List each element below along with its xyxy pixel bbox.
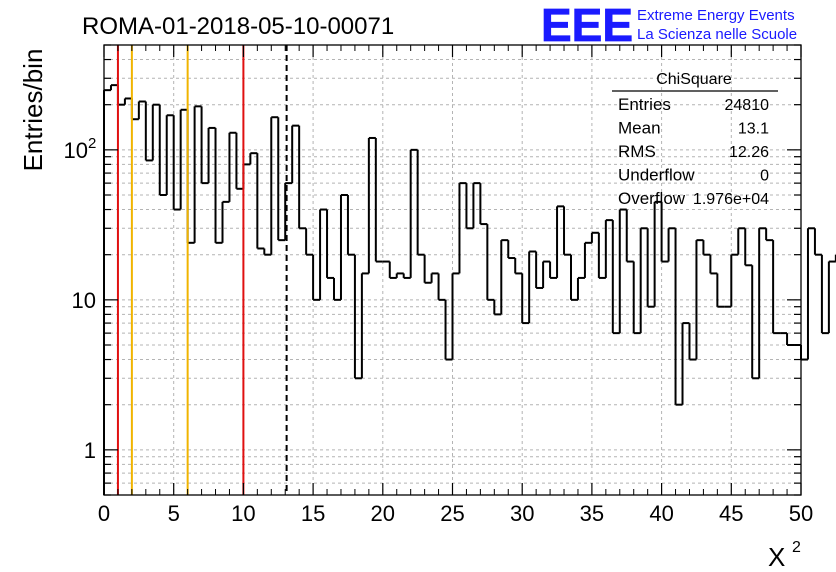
stats-label: Entries [618,95,671,114]
stats-label: Mean [618,119,661,138]
x-tick-label: 45 [719,501,743,526]
x-axis-label-superscript: 2 [792,539,801,556]
x-tick-label: 50 [789,501,813,526]
stats-label: Overflow [618,189,686,208]
y-tick-label: 10 [72,288,96,313]
x-tick-label: 30 [510,501,534,526]
x-tick-label: 40 [649,501,673,526]
stats-title: ChiSquare [656,71,732,88]
marker-lines-layer [116,45,288,495]
stats-value: 0 [760,168,769,185]
x-tick-label: 5 [168,501,180,526]
histogram-layer [103,84,836,495]
x-axis-label-text: X [768,542,785,572]
x-tick-label: 25 [440,501,464,526]
logo-line-1: Extreme Energy Events [637,7,795,24]
stats-label: Underflow [618,166,695,185]
stats-value: 24810 [725,97,770,114]
stats-rows: Entries 24810 Mean 13.1 RMS 12.26 Underflow 0 Ov… [618,95,769,208]
x-tick-label: 10 [231,501,255,526]
x-axis-label: X 2 [768,539,801,572]
x-tick-label: 20 [371,501,395,526]
x-tick-label: 0 [98,501,110,526]
x-tick-label: 15 [301,501,325,526]
x-tick-label: 35 [580,501,604,526]
y-tick-label: 1 [84,438,96,463]
stats-box: ChiSquare Entries 24810 Mean 13.1 RMS 12.26 Un… [612,71,778,208]
y-tick-label-exponent: 2 [88,135,96,152]
stats-label: RMS [618,142,656,161]
stats-value: 1.976e+04 [693,191,769,208]
stats-value: 13.1 [738,121,769,138]
y-axis-label: Entries/bin [18,49,48,172]
logo-line-2: La Scienza nelle Scuole [637,26,797,43]
chart-title: ROMA-01-2018-05-10-00071 [82,13,394,40]
logo-mark: EEE [541,0,633,51]
stats-value: 12.26 [729,144,769,161]
y-tick-label: 10 [64,138,88,163]
eee-logo: EEE Extreme Energy Events La Scienza nel… [541,0,798,51]
